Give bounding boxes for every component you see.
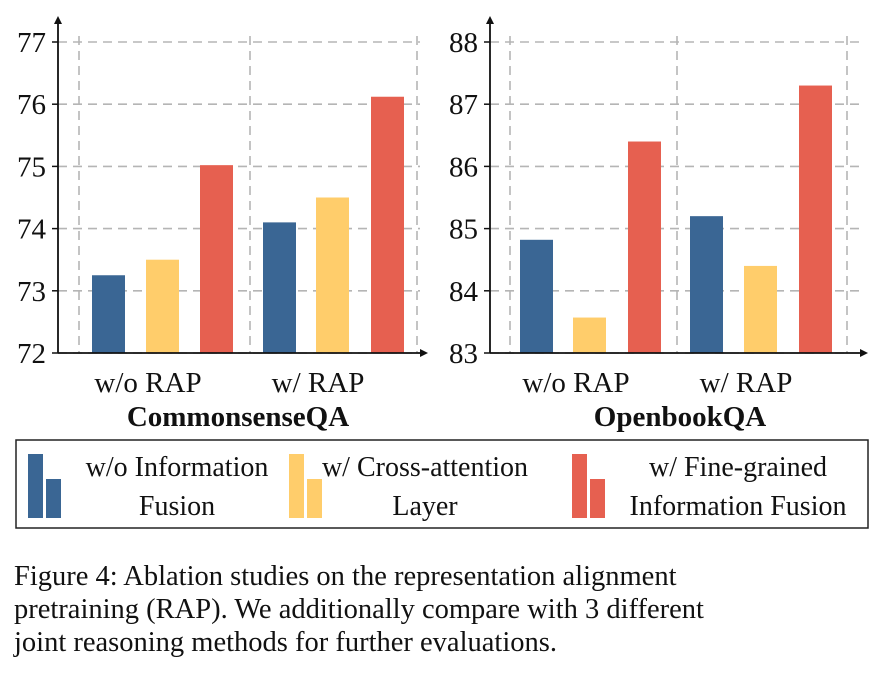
legend-box — [15, 439, 869, 529]
y-tick-label: 83 — [449, 338, 478, 370]
legend-swatch-short — [590, 479, 605, 518]
caption-line: pretraining (RAP). We additionally compa… — [14, 594, 704, 625]
y-axis-arrow — [486, 16, 494, 24]
legend-label: w/ Cross-attention — [322, 452, 528, 483]
legend-label: Information Fusion — [630, 491, 847, 522]
bar — [200, 165, 233, 353]
y-tick-label: 87 — [449, 89, 478, 121]
x-tick-label: w/ RAP — [272, 367, 365, 399]
y-tick-label: 74 — [17, 214, 47, 246]
bar — [744, 265, 777, 353]
x-tick-label: w/o RAP — [94, 367, 201, 399]
bar — [316, 197, 349, 353]
chart-title: CommonsenseQA — [127, 401, 349, 433]
x-axis-arrow — [420, 349, 428, 357]
caption-line: Figure 4: Ablation studies on the repres… — [14, 561, 677, 592]
legend-label: Layer — [392, 491, 458, 522]
legend-swatch-tall — [289, 454, 304, 518]
x-tick-label: w/o RAP — [522, 367, 629, 399]
y-tick-label: 85 — [449, 214, 478, 246]
chart-title: OpenbookQA — [594, 401, 766, 433]
y-tick-label: 88 — [449, 27, 478, 59]
legend-label: w/o Information — [86, 452, 269, 483]
x-axis-arrow — [860, 349, 868, 357]
y-tick-label: 84 — [449, 276, 479, 308]
bar — [799, 85, 832, 353]
y-tick-label: 75 — [17, 151, 46, 183]
y-tick-label: 86 — [449, 151, 478, 183]
legend-label: w/ Fine-grained — [649, 452, 827, 483]
legend-label: Fusion — [139, 491, 215, 522]
bar — [92, 275, 125, 353]
bar — [628, 141, 661, 353]
figure-caption: Figure 4: Ablation studies on the repres… — [14, 560, 864, 659]
legend-swatch-tall — [572, 454, 587, 518]
y-tick-label: 76 — [17, 89, 46, 121]
y-tick-label: 73 — [17, 276, 46, 308]
x-tick-label: w/ RAP — [700, 367, 793, 399]
bar — [690, 216, 723, 353]
bar — [371, 96, 404, 354]
caption-line: joint reasoning methods for further eval… — [14, 627, 557, 658]
legend-swatch-short — [307, 479, 322, 518]
legend-swatch-short — [46, 479, 61, 518]
bar — [146, 259, 179, 353]
y-tick-label: 77 — [17, 27, 46, 59]
legend-swatch-tall — [28, 454, 43, 518]
y-axis-arrow — [54, 16, 62, 24]
bar — [573, 317, 606, 353]
bar — [520, 239, 553, 353]
y-tick-label: 72 — [17, 338, 46, 370]
bar — [263, 222, 296, 353]
